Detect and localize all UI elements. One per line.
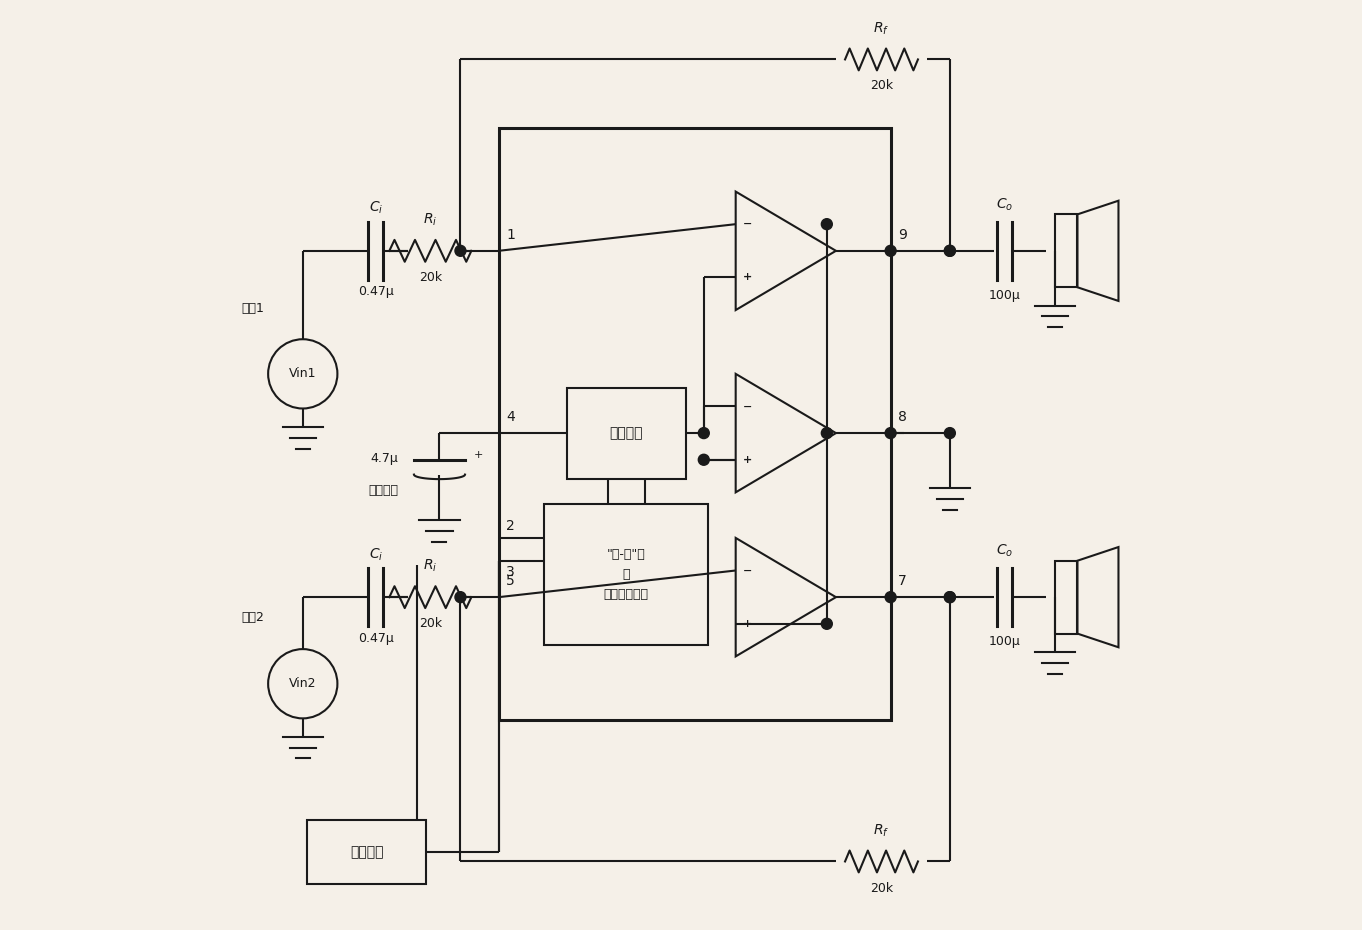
Text: $C_i$: $C_i$ xyxy=(369,546,383,563)
Text: 4: 4 xyxy=(507,410,515,424)
Text: 输入1: 输入1 xyxy=(241,301,264,314)
Circle shape xyxy=(885,246,896,257)
Text: +: + xyxy=(744,272,752,283)
Circle shape xyxy=(699,428,710,439)
Text: −: − xyxy=(744,565,752,576)
Text: 1: 1 xyxy=(507,228,515,242)
Circle shape xyxy=(944,428,955,439)
Text: 3: 3 xyxy=(507,565,515,579)
Text: 偏置产生: 偏置产生 xyxy=(610,426,643,440)
Text: 100μ: 100μ xyxy=(989,635,1020,648)
Text: 2: 2 xyxy=(507,519,515,534)
Text: 输入2: 输入2 xyxy=(241,612,264,625)
Circle shape xyxy=(944,246,955,257)
Text: $R_i$: $R_i$ xyxy=(424,212,437,228)
Circle shape xyxy=(944,246,955,257)
Text: 旁路电容: 旁路电容 xyxy=(369,484,399,497)
Text: $C_o$: $C_o$ xyxy=(996,196,1013,213)
Text: 9: 9 xyxy=(898,228,907,242)
Text: 7: 7 xyxy=(898,574,907,588)
Bar xyxy=(1054,561,1077,633)
Bar xyxy=(498,127,891,720)
Text: Vin2: Vin2 xyxy=(289,677,316,690)
Text: 4.7μ: 4.7μ xyxy=(370,452,399,465)
Circle shape xyxy=(699,454,710,465)
Text: 20k: 20k xyxy=(870,882,893,895)
Text: 100μ: 100μ xyxy=(989,289,1020,302)
Text: $C_o$: $C_o$ xyxy=(996,542,1013,559)
Text: 0.47μ: 0.47μ xyxy=(358,286,394,299)
Circle shape xyxy=(885,591,896,603)
Circle shape xyxy=(944,591,955,603)
Text: 8: 8 xyxy=(898,410,907,424)
Bar xyxy=(1054,215,1077,287)
Text: 模式控制逻辑: 模式控制逻辑 xyxy=(603,588,648,601)
Text: $R_f$: $R_f$ xyxy=(873,822,889,839)
Text: −: − xyxy=(744,402,752,411)
Bar xyxy=(545,504,708,645)
Text: $R_f$: $R_f$ xyxy=(873,20,889,36)
Text: "嘧-扑"声: "嘧-扑"声 xyxy=(607,548,646,561)
Circle shape xyxy=(821,219,832,230)
Text: +: + xyxy=(744,618,752,629)
Circle shape xyxy=(821,428,832,439)
Text: 20k: 20k xyxy=(870,79,893,92)
Text: Vin1: Vin1 xyxy=(289,367,316,380)
Text: −: − xyxy=(744,219,752,229)
Circle shape xyxy=(821,618,832,630)
Circle shape xyxy=(455,246,466,257)
Text: $C_i$: $C_i$ xyxy=(369,200,383,216)
Circle shape xyxy=(944,591,955,603)
Text: 20k: 20k xyxy=(418,618,441,631)
Circle shape xyxy=(885,428,896,439)
Text: 0.47μ: 0.47μ xyxy=(358,631,394,644)
Text: +: + xyxy=(474,450,484,460)
Bar xyxy=(308,820,426,884)
Text: 20k: 20k xyxy=(418,271,441,284)
Text: $R_i$: $R_i$ xyxy=(424,558,437,575)
Text: 关断控制: 关断控制 xyxy=(350,845,383,859)
Text: 和: 和 xyxy=(622,568,631,581)
Circle shape xyxy=(455,591,466,603)
Text: 5: 5 xyxy=(507,574,515,588)
Text: +: + xyxy=(744,455,752,465)
Bar xyxy=(567,388,685,479)
